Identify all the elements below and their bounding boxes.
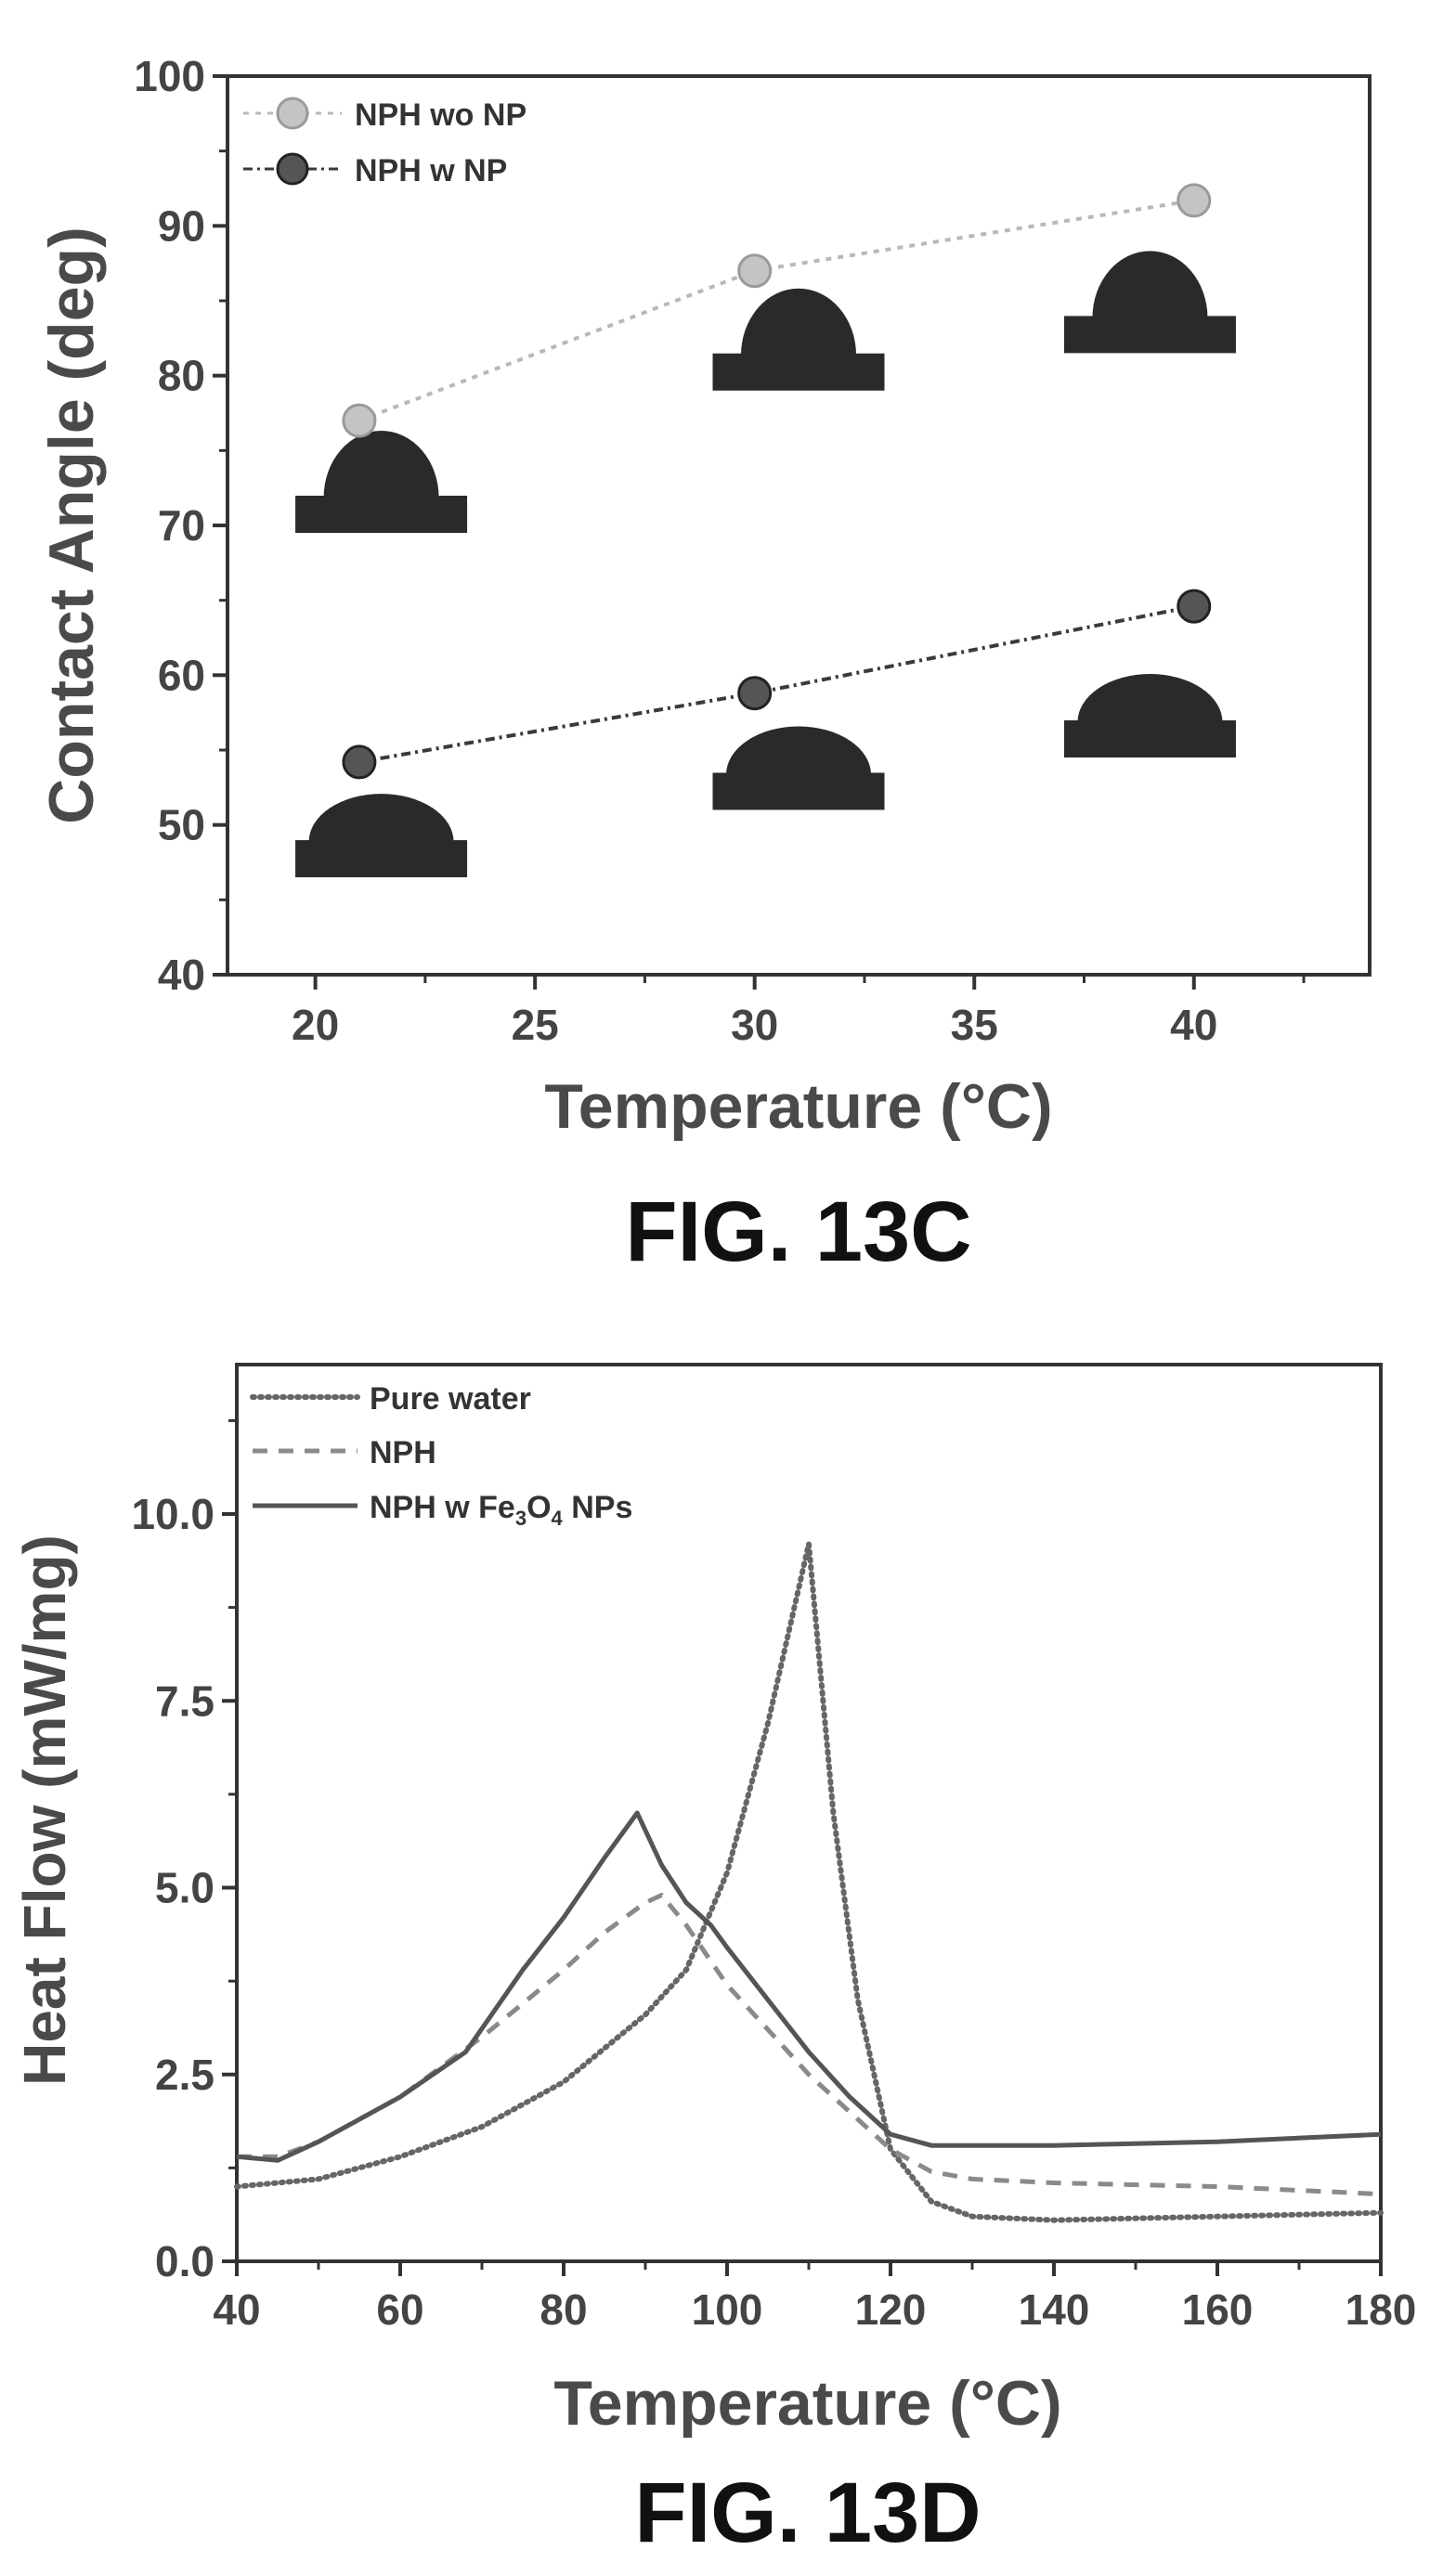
x-axis-title: Temperature (°C) <box>553 2368 1061 2439</box>
y-tick-label: 40 <box>158 951 205 999</box>
x-tick-label: 20 <box>292 1001 339 1049</box>
y-tick-label: 100 <box>134 52 205 100</box>
legend-marker-wo-np <box>276 97 309 130</box>
y-tick-label: 70 <box>158 501 205 550</box>
x-axis-title: Temperature (°C) <box>544 1071 1052 1142</box>
contact-angle-chart: 20 25 30 35 40 40 50 60 70 80 90 100 NPH wo NP NPH … <box>36 52 1372 1279</box>
axes: 40 60 80 100 120 140 160 180 0.0 2.5 5.0 7.5 10.0 <box>131 1418 1417 2334</box>
legend-label-nph-fe3o4: NPH w Fe3O4 NPs <box>370 1490 632 1530</box>
droplet-inset <box>712 288 885 391</box>
x-tick-label: 100 <box>692 2285 763 2334</box>
y-axis-title: Contact Angle (deg) <box>36 227 107 823</box>
y-tick-label: 7.5 <box>155 1676 214 1725</box>
data-point-nph-w-np <box>1176 589 1212 624</box>
droplet-inset <box>1063 674 1236 757</box>
axes: 20 25 30 35 40 40 50 60 70 80 90 100 <box>134 52 1306 1049</box>
x-tick-label: 40 <box>213 2285 260 2334</box>
y-tick-label: 50 <box>158 801 205 849</box>
droplet-inset <box>295 431 468 533</box>
data-point-nph-wo-np <box>342 403 377 438</box>
legend-label-pure-water: Pure water <box>370 1381 531 1417</box>
y-axis-title: Heat Flow (mW/mg) <box>11 1534 78 2086</box>
droplet-inset <box>295 794 468 878</box>
series-line-nph-fe3o4 <box>236 1810 1382 2163</box>
series-line-nph-w-np <box>358 604 1195 764</box>
data-point-nph-w-np <box>737 676 773 711</box>
x-tick-label: 180 <box>1346 2285 1417 2334</box>
series-group <box>342 183 1212 780</box>
heat-flow-chart: 40 60 80 100 120 140 160 180 0.0 2.5 5.0 7.5 10.0 Pu… <box>11 1363 1417 2560</box>
y-tick-label: 80 <box>158 352 205 400</box>
series-line-nph <box>237 1893 1382 2197</box>
droplet-insets <box>295 251 1236 878</box>
series-line-pure-water <box>234 1541 1384 2223</box>
y-tick-label: 60 <box>158 651 205 699</box>
x-tick-label: 160 <box>1182 2285 1254 2334</box>
data-point-nph-wo-np <box>737 253 773 289</box>
data-point-nph-wo-np <box>1176 183 1212 218</box>
x-tick-label: 60 <box>376 2285 423 2334</box>
figure-caption: FIG. 13D <box>634 2466 981 2560</box>
droplet-inset <box>712 726 885 810</box>
droplet-inset <box>1063 251 1236 354</box>
x-tick-label: 140 <box>1019 2285 1090 2334</box>
legend: Pure water NPH NPH w Fe3O4 NPs <box>250 1381 632 1530</box>
x-tick-label: 120 <box>855 2285 927 2334</box>
legend: NPH wo NP NPH w NP <box>243 97 526 188</box>
x-tick-label: 25 <box>512 1001 559 1049</box>
legend-marker-w-np <box>276 152 309 186</box>
y-tick-label: 10.0 <box>131 1490 214 1538</box>
x-tick-label: 40 <box>1170 1001 1217 1049</box>
y-tick-label: 0.0 <box>155 2237 214 2285</box>
legend-label-nph: NPH <box>370 1435 436 1470</box>
y-tick-label: 90 <box>158 201 205 250</box>
legend-label-wo-np: NPH wo NP <box>355 97 526 133</box>
x-tick-label: 30 <box>731 1001 778 1049</box>
y-tick-label: 5.0 <box>155 1864 214 1912</box>
x-tick-label: 80 <box>540 2285 587 2334</box>
data-point-nph-w-np <box>342 744 377 780</box>
x-tick-label: 35 <box>951 1001 998 1049</box>
y-tick-label: 2.5 <box>155 2051 214 2099</box>
legend-label-w-np: NPH w NP <box>355 153 507 188</box>
figure-caption: FIG. 13C <box>625 1184 971 1279</box>
series-group <box>234 1541 1384 2223</box>
